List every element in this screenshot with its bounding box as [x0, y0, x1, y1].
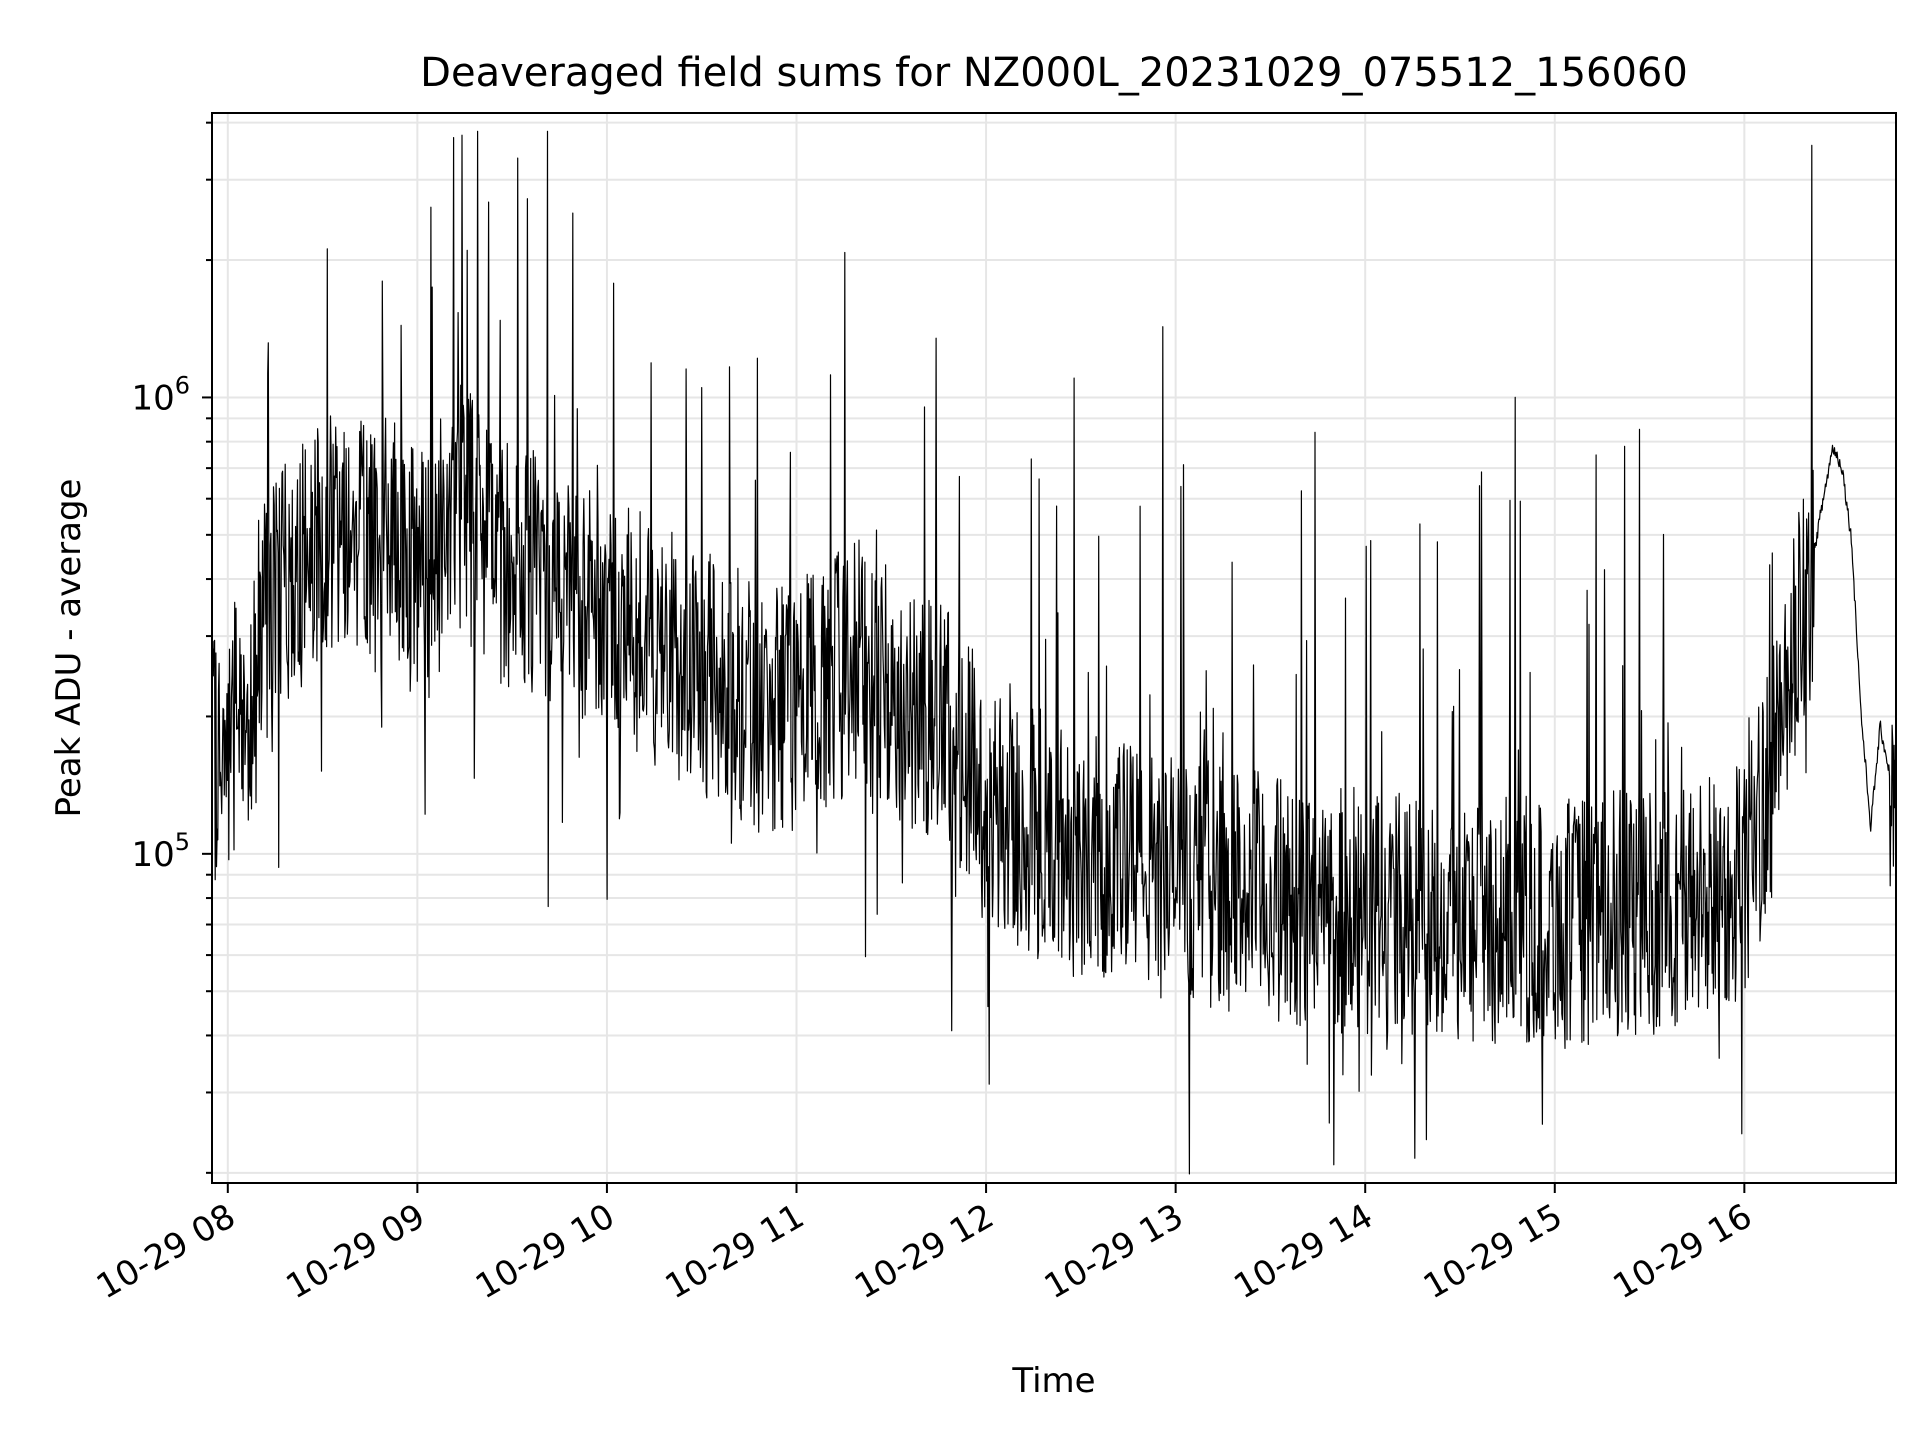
- chart-title: Deaveraged field sums for NZ000L_2023102…: [420, 50, 1688, 96]
- x-tick-label: 10-29 13: [1038, 1196, 1190, 1307]
- x-tick-label: 10-29 12: [848, 1196, 1000, 1307]
- series-line: [211, 130, 1897, 1175]
- x-tick-label: 10-29 11: [659, 1196, 811, 1307]
- x-axis-label: Time: [1011, 1361, 1095, 1401]
- x-tick-label: 10-29 10: [469, 1196, 621, 1307]
- y-tick-label: 106: [131, 371, 190, 418]
- grid-layer: [212, 113, 1896, 1183]
- x-tick-label: 10-29 14: [1227, 1196, 1379, 1307]
- x-tick-label: 10-29 15: [1417, 1196, 1569, 1307]
- x-tick-label: 10-29 09: [279, 1196, 431, 1307]
- x-tick-label: 10-29 08: [90, 1196, 242, 1307]
- y-axis-label: Peak ADU - average: [49, 479, 89, 818]
- y-tick-label: 105: [131, 828, 190, 875]
- plot-frame: [211, 112, 1897, 1184]
- x-tick-label: 10-29 16: [1606, 1196, 1758, 1307]
- series-layer: [211, 130, 1897, 1175]
